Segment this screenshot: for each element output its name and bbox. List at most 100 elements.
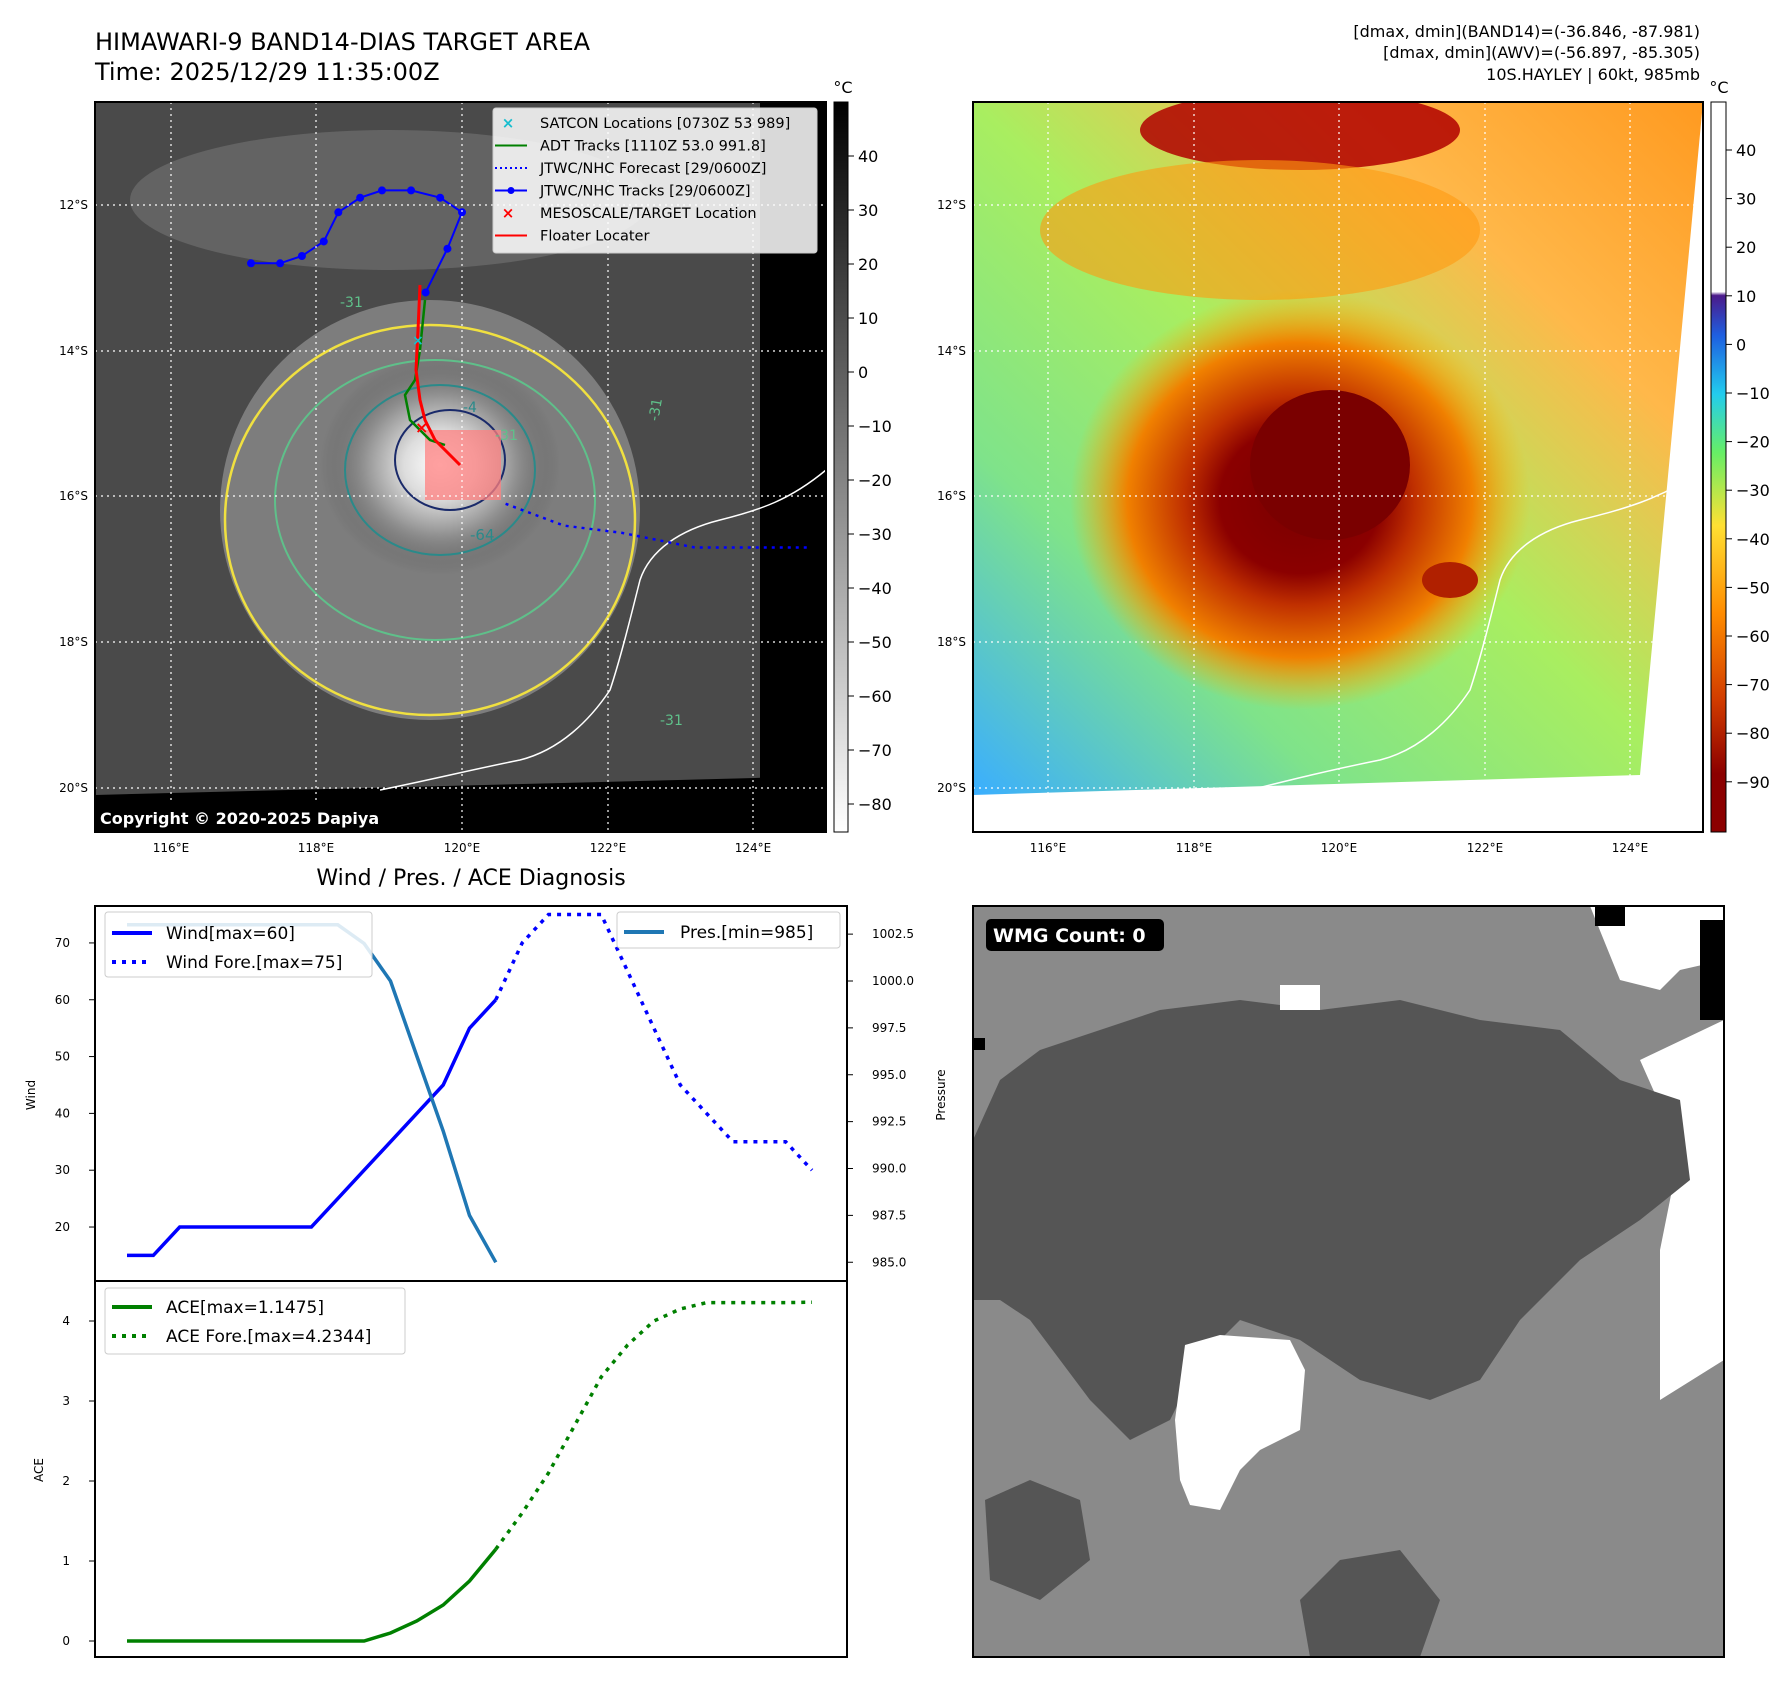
colorbar-tick-label: −70 <box>858 741 892 760</box>
wind-tick-label: 20 <box>55 1220 70 1234</box>
colorbar-tick-label: −70 <box>1736 676 1770 695</box>
ir-map-frame <box>94 101 827 833</box>
lat-tick: 14°S <box>59 344 88 358</box>
jtwc-track-point <box>356 193 365 202</box>
ir-contour-core <box>394 409 506 511</box>
jtwc-track-point <box>276 259 285 268</box>
info-line1: [dmax, dmin](BAND14)=(-36.846, -87.981) <box>1353 22 1700 41</box>
ace-tick-label: 4 <box>62 1314 70 1328</box>
pressure-legend: Pres.[min=985] <box>616 911 841 949</box>
figure-title-line1: HIMAWARI-9 BAND14-DIAS TARGET AREA <box>95 28 591 56</box>
legend-dot-icon <box>507 187 515 194</box>
pressure-tick-label: 992.5 <box>872 1115 906 1129</box>
ir-legend-label: MESOSCALE/TARGET Location <box>540 206 757 222</box>
colorbar-tick-label: 10 <box>858 309 878 328</box>
ir-legend-label: JTWC/NHC Tracks [29/0600Z] <box>539 184 751 200</box>
ace-tick-label: 0 <box>62 1634 70 1648</box>
ir-legend-label: Floater Locater <box>540 229 649 245</box>
ir-legend-label: JTWC/NHC Forecast [29/0600Z] <box>539 161 766 177</box>
ir-contour-inner <box>344 384 536 556</box>
legend-wind: Wind[max=60] <box>166 924 295 944</box>
legend-ace-fore: ACE Fore.[max=4.2344] <box>166 1327 371 1347</box>
wv-map-frame <box>972 101 1704 833</box>
colorbar-tick-label: −30 <box>1736 481 1770 500</box>
series-wind-fore <box>494 912 814 1172</box>
wmg-eye <box>1175 1335 1305 1510</box>
ir-jtwc-points <box>247 186 466 297</box>
legend-x-icon: × <box>502 204 515 222</box>
wmg-black-dot <box>973 1038 985 1050</box>
lat-tick: 14°S <box>937 344 966 358</box>
ir-contour-label: -64 <box>470 526 495 544</box>
legend-x-icon: × <box>502 114 515 132</box>
wind-ticks: 70 60 50 40 30 20 <box>55 936 95 1234</box>
lat-tick: 18°S <box>937 635 966 649</box>
lon-tick: 122°E <box>1467 841 1504 855</box>
ir-lon-ticks: 116°E 118°E 120°E 122°E 124°E <box>153 841 772 855</box>
ace-tick-label: 2 <box>62 1474 70 1488</box>
jtwc-track-point <box>458 208 466 217</box>
wind-tick-label: 30 <box>55 1163 70 1177</box>
wv-coastline <box>1249 469 1703 791</box>
ace-panel-frame <box>94 1280 848 1658</box>
ir-contour-label: -4 <box>463 400 477 416</box>
lat-tick: 20°S <box>937 781 966 795</box>
wv-lat-ticks: 12°S 14°S 16°S 18°S 20°S <box>937 198 966 795</box>
wmg-white-area <box>1640 1020 1724 1400</box>
lat-tick: 20°S <box>59 781 88 795</box>
ace-ticks: 4 3 2 1 0 <box>62 1314 95 1648</box>
jtwc-track-point <box>334 208 343 217</box>
jtwc-track-point <box>319 237 328 246</box>
lat-tick: 12°S <box>937 198 966 212</box>
wind-tick-label: 40 <box>55 1106 70 1120</box>
ir-legend-item: JTWC/NHC Tracks [29/0600Z] <box>495 184 751 200</box>
jtwc-track-point <box>247 259 256 268</box>
series-ace <box>127 1548 498 1643</box>
wv-upper-band <box>1040 160 1480 300</box>
ir-colorbar-unit: °C <box>833 78 852 97</box>
wmg-dark-region <box>973 1000 1690 1440</box>
wmg-badge <box>986 919 1164 951</box>
lon-tick: 124°E <box>735 841 772 855</box>
ir-jtwc-forecast <box>505 502 812 549</box>
lat-tick: 16°S <box>937 489 966 503</box>
colorbar-tick-label: −40 <box>1736 530 1770 549</box>
colorbar-tick-label: 30 <box>1736 190 1756 209</box>
colorbar-tick-label: 20 <box>1736 238 1756 257</box>
ir-contour-label: -31 <box>646 397 666 422</box>
colorbar-tick-label: −80 <box>1736 724 1770 743</box>
ace-tick-label: 3 <box>62 1394 70 1408</box>
pressure-tick-label: 990.0 <box>872 1162 906 1176</box>
wv-colorbar-unit: °C <box>1709 78 1728 97</box>
legend-wind-fore: Wind Fore.[max=75] <box>166 953 342 973</box>
jtwc-track-point <box>407 186 416 195</box>
pressure-tick-label: 987.5 <box>872 1208 906 1222</box>
colorbar-tick-label: 0 <box>858 363 868 382</box>
colorbar-tick-label: −10 <box>1736 384 1770 403</box>
ir-colorbar: °C 40 30 20 10 0 −10 −20 −30 −40 −50 −60 −70 −80 <box>833 78 892 833</box>
ir-map: × × -31 -64 -31 -31 -31 -4 Copyright © 2… <box>94 101 827 833</box>
colorbar-tick-label: 20 <box>858 255 878 274</box>
copyright-box <box>95 804 410 832</box>
ace-tick-label: 1 <box>62 1554 70 1568</box>
lat-tick: 18°S <box>59 635 88 649</box>
wmg-lower-dark <box>1300 1550 1440 1657</box>
series-ace-fore <box>494 1300 813 1551</box>
ir-contour-mid <box>274 359 596 641</box>
wmg-left-dark <box>985 1480 1090 1600</box>
colorbar-tick-label: −10 <box>858 417 892 436</box>
colorbar-tick-label: 10 <box>1736 287 1756 306</box>
pressure-tick-label: 985.0 <box>872 1255 906 1269</box>
copyright-text: Copyright © 2020-2025 Dapiya <box>100 809 379 828</box>
figure-title-line2: Time: 2025/12/29 11:35:00Z <box>94 58 440 86</box>
ir-target-marker: × <box>415 418 428 437</box>
lon-tick: 120°E <box>1321 841 1358 855</box>
ir-lat-ticks: 12°S 14°S 16°S 18°S 20°S <box>59 198 88 795</box>
ace-legend: ACE[max=1.1475] ACE Fore.[max=4.2344] <box>104 1287 406 1355</box>
ir-contour-outer <box>223 323 637 717</box>
wind-tick-label: 70 <box>55 936 70 950</box>
ir-contour-label: -31 <box>660 713 683 729</box>
lat-tick: 12°S <box>59 198 88 212</box>
series-wind <box>127 998 498 1258</box>
lat-tick: 16°S <box>59 489 88 503</box>
